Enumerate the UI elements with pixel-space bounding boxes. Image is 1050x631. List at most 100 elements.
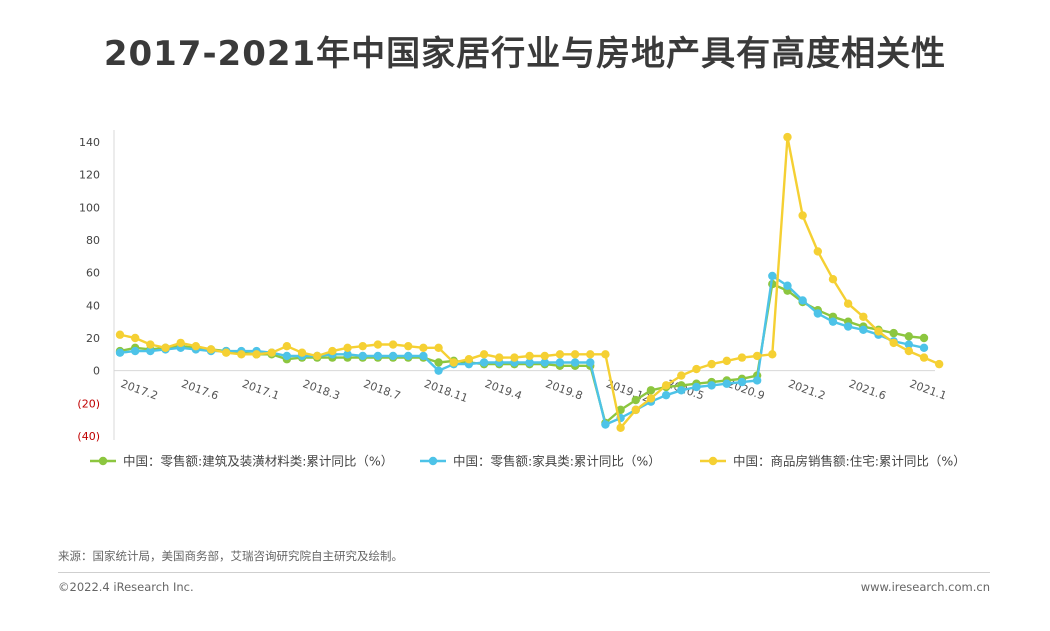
data-point: [419, 343, 428, 352]
data-point: [661, 381, 671, 390]
data-point: [388, 351, 398, 361]
data-point: [828, 317, 838, 326]
data-point: [130, 346, 140, 356]
data-point: [661, 390, 671, 400]
data-point: [313, 351, 322, 361]
legend-item-3: 中国：商品房销售额:住宅:累计同比（%）: [700, 454, 966, 469]
series-2: [115, 271, 929, 429]
data-point: [115, 330, 125, 339]
data-point: [343, 350, 352, 359]
data-point: [267, 348, 276, 357]
legend-swatch-marker: [98, 456, 108, 466]
y-tick-label: 100: [79, 201, 100, 214]
y-tick-label: 40: [86, 299, 100, 312]
data-point: [813, 247, 823, 256]
data-point: [434, 358, 443, 367]
data-point: [479, 358, 489, 367]
data-point: [677, 386, 686, 395]
series-group: [115, 132, 944, 433]
legend: 中国：零售额:建筑及装潢材料类:累计同比（%） 中国：零售额:家具类:累计同比（%…: [90, 454, 966, 469]
data-point: [813, 309, 823, 318]
data-point: [373, 340, 383, 349]
y-axis: 140 120 100 80 60 40 20 0 (20) (40): [77, 130, 115, 443]
data-point: [373, 351, 383, 361]
data-point: [692, 382, 701, 392]
data-point: [555, 350, 565, 359]
data-point: [646, 394, 656, 403]
data-point: [783, 281, 792, 290]
data-point: [889, 338, 898, 348]
data-point: [358, 341, 367, 351]
data-point: [798, 211, 807, 220]
legend-swatch-marker: [428, 456, 438, 466]
data-point: [874, 327, 883, 336]
data-point: [282, 351, 292, 361]
data-point: [768, 350, 777, 359]
data-point: [206, 345, 216, 354]
legend-label: 中国：商品房销售额:住宅:累计同比（%）: [733, 454, 966, 469]
x-tick-label: 2021.2: [786, 377, 827, 402]
data-point: [722, 379, 731, 388]
data-point: [919, 343, 929, 352]
x-tick-label: 2018.3: [301, 377, 342, 402]
data-point: [419, 351, 428, 361]
legend-swatch-marker: [708, 456, 718, 466]
data-point: [237, 350, 246, 359]
data-point: [510, 353, 519, 362]
data-point: [525, 351, 534, 361]
data-point: [722, 356, 731, 366]
data-point: [525, 358, 534, 367]
legend-item-2: 中国：零售额:家具类:累计同比（%）: [420, 454, 661, 469]
data-point: [904, 340, 914, 349]
x-tick-label: 2017.6: [180, 377, 221, 402]
data-point: [768, 271, 777, 281]
y-tick-label: (40): [77, 430, 100, 443]
data-point: [601, 420, 610, 429]
data-point: [586, 350, 595, 359]
data-point: [328, 346, 337, 356]
data-point: [479, 350, 489, 359]
data-point: [115, 348, 125, 357]
data-point: [631, 395, 640, 405]
data-point: [130, 333, 140, 343]
data-point: [843, 299, 853, 308]
y-tick-label: 20: [86, 332, 100, 345]
x-tick-label: 2021.1: [908, 377, 949, 402]
data-point: [692, 364, 701, 374]
data-point: [221, 348, 231, 357]
data-point: [388, 340, 398, 349]
data-point: [783, 132, 792, 142]
data-point: [191, 341, 201, 351]
data-point: [555, 358, 565, 367]
data-point: [495, 353, 504, 362]
data-point: [252, 350, 261, 359]
legend-item-1: 中国：零售额:建筑及装潢材料类:累计同比（%）: [90, 454, 393, 469]
data-point: [828, 275, 838, 284]
x-tick-label: 2018.7: [362, 377, 403, 402]
x-tick-label: 2019.4: [483, 377, 524, 402]
y-tick-label: 140: [79, 136, 100, 149]
data-point: [434, 366, 443, 375]
data-point: [540, 358, 549, 367]
legend-label: 中国：零售额:建筑及装潢材料类:累计同比（%）: [123, 454, 393, 469]
data-point: [843, 322, 853, 331]
copyright-text: ©2022.4 iResearch Inc.: [58, 580, 194, 594]
data-point: [586, 358, 595, 367]
legend-label: 中国：零售额:家具类:累计同比（%）: [453, 454, 661, 469]
data-point: [889, 328, 898, 338]
data-point: [737, 377, 747, 387]
data-point: [404, 351, 413, 361]
x-tick-label: 2017.1: [240, 377, 281, 402]
data-point: [934, 359, 944, 369]
data-point: [752, 351, 762, 361]
data-point: [859, 325, 868, 335]
data-point: [146, 340, 155, 349]
y-tick-label: 0: [93, 365, 100, 378]
y-tick-label: (20): [77, 397, 100, 410]
data-point: [297, 348, 307, 357]
x-tick-label: 2018.11: [422, 377, 469, 405]
website-link[interactable]: www.iresearch.com.cn: [860, 580, 990, 594]
data-point: [343, 343, 352, 352]
data-point: [540, 351, 549, 361]
